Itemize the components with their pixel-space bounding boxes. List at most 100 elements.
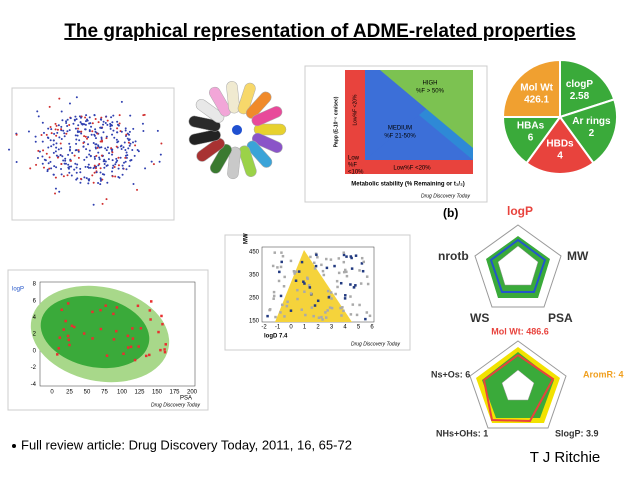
dot: [60, 167, 63, 170]
dot: [102, 131, 105, 134]
dot: [47, 162, 50, 165]
point: [104, 304, 107, 307]
dot: [102, 120, 105, 123]
dot: [133, 154, 136, 157]
pill: [209, 86, 232, 117]
label: %F 21-50%: [384, 134, 416, 140]
point: [149, 318, 152, 321]
point: [283, 315, 286, 318]
dot: [113, 136, 116, 139]
x-tick-label: 4: [343, 325, 347, 331]
point: [268, 308, 272, 311]
point: [272, 290, 276, 294]
dot: [82, 142, 85, 145]
dot: [106, 146, 109, 149]
pill: [238, 145, 257, 177]
dot: [79, 171, 82, 174]
dot: [74, 115, 77, 118]
dot: [116, 131, 119, 134]
dot: [109, 127, 112, 130]
point: [324, 311, 327, 314]
point: [82, 332, 86, 335]
dot: [137, 150, 140, 153]
dot: [100, 136, 103, 139]
dot: [75, 138, 78, 141]
dot: [41, 121, 44, 124]
point: [303, 282, 306, 285]
dot: [63, 135, 66, 138]
point: [57, 347, 61, 350]
point: [345, 270, 348, 274]
point: [316, 299, 320, 303]
dot: [74, 134, 77, 137]
point: [322, 273, 326, 277]
pill: [251, 106, 283, 127]
pill: [227, 146, 241, 180]
dot: [62, 175, 65, 178]
point: [278, 270, 281, 274]
dot: [104, 122, 107, 125]
point: [317, 316, 321, 319]
point: [308, 286, 312, 289]
bullet: [12, 444, 16, 448]
dot: [98, 156, 101, 159]
point: [277, 279, 281, 283]
segment-value: 2.58: [570, 91, 590, 102]
dot: [58, 190, 61, 193]
dot: [45, 133, 48, 136]
dot: [58, 136, 61, 139]
dot: [56, 156, 59, 159]
point: [330, 297, 333, 300]
point: [280, 260, 283, 264]
dot: [68, 129, 71, 132]
x-tick-label: 0: [289, 325, 293, 331]
point: [126, 346, 130, 349]
dot: [107, 158, 110, 161]
dot: [62, 129, 65, 132]
point: [329, 291, 333, 294]
dot: [113, 166, 116, 169]
point: [131, 337, 135, 340]
dot: [55, 154, 58, 157]
segment-label: HBAs: [517, 121, 545, 132]
dot: [53, 132, 56, 135]
point: [300, 308, 303, 311]
dot: [100, 116, 103, 119]
dot: [111, 133, 114, 136]
dot: [55, 124, 58, 127]
dot: [84, 135, 87, 138]
dot: [90, 133, 93, 136]
point: [67, 338, 70, 342]
dot: [94, 130, 97, 133]
dot: [77, 150, 80, 153]
point: [126, 334, 130, 338]
dot: [111, 121, 114, 124]
dot: [77, 124, 80, 127]
dot: [89, 122, 92, 125]
x-tick-label: 75: [101, 390, 108, 396]
dot: [94, 146, 97, 149]
y-tick-label: 350: [249, 273, 260, 279]
title: The graphical representation of ADME-rel…: [64, 21, 575, 42]
scatter-panel: [8, 87, 175, 221]
point: [339, 281, 343, 285]
point: [273, 251, 277, 254]
dot: [94, 167, 97, 170]
point: [149, 300, 153, 303]
tag: (b): [443, 206, 458, 220]
dot: [69, 116, 72, 119]
pill: [195, 99, 225, 123]
dot: [45, 152, 48, 155]
dot: [105, 149, 108, 152]
point: [285, 304, 289, 308]
x-tick-label: 2: [316, 325, 320, 331]
point: [352, 286, 356, 289]
dot: [116, 127, 119, 130]
dot: [74, 149, 77, 152]
point: [159, 348, 162, 352]
dot: [99, 177, 102, 180]
point: [157, 330, 160, 334]
dot: [156, 129, 159, 132]
